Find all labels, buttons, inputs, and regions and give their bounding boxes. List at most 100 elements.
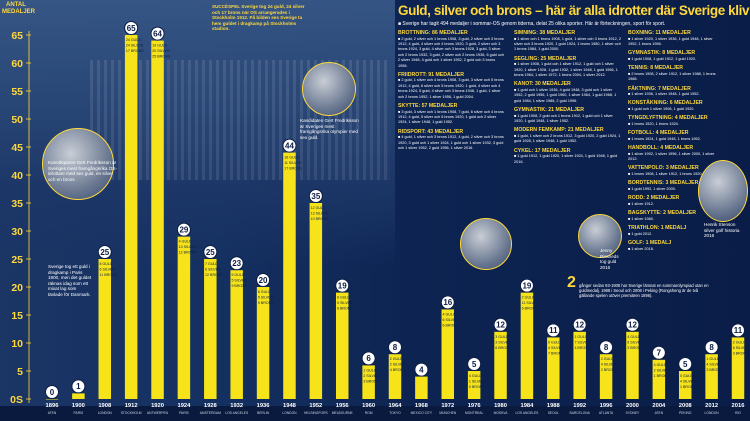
- y-tick-label: 25: [11, 254, 23, 266]
- bar-breakdown-label: 4 GULD: [443, 312, 456, 316]
- bar-value-label: 12: [496, 321, 505, 330]
- bar-breakdown-label: 5 SILVER: [337, 301, 353, 305]
- x-tick-year: 2004: [652, 403, 666, 409]
- bar-breakdown-label: 16 GULD: [284, 156, 299, 160]
- bar-breakdown-label: 17 BRONS: [284, 167, 302, 171]
- bar-breakdown-label: 4 SILVER: [548, 346, 564, 350]
- sport-list: BROTTNING: 86 MEDALJER ■ 2 guld, 2 silver…: [398, 30, 748, 280]
- sport-section: FRIIDROTT: 91 MEDALJER ■ 2 guld, 1 silver…: [398, 72, 504, 100]
- bar-value-badge: [678, 357, 693, 371]
- bar-breakdown-label: 4 BRONS: [574, 346, 590, 350]
- sport-detail: ■ 1 silver 1980.: [628, 216, 654, 221]
- bar-breakdown-label: 6 BRONS: [495, 346, 511, 350]
- x-tick-year: 1924: [177, 403, 191, 409]
- x-tick-city: ATEN: [655, 411, 664, 415]
- bar-breakdown-label: 10 BRONS: [311, 217, 329, 221]
- page-subtitle: ■ Sverige har tagit 494 medaljer i somma…: [398, 21, 666, 27]
- bar: [124, 35, 138, 399]
- sport-detail: ■ 2 guld, 1 silver och 4 brons 1908, 3 g…: [398, 78, 504, 99]
- x-tick-year: 1960: [362, 403, 375, 409]
- bar-breakdown-label: 0 GULD: [548, 340, 561, 344]
- x-tick-year: 1920: [151, 403, 164, 409]
- sport-detail: ■ 1 guld och 1 silver 1908, 1 guld 1920.: [628, 106, 695, 111]
- y-tick-label: 45: [11, 142, 23, 154]
- sport-section: KANOT: 30 MEDALJER ■ 1 guld och 1 silver …: [514, 81, 622, 104]
- bar: [388, 354, 402, 399]
- bar-value-label: 29: [179, 225, 188, 234]
- x-tick-year: 1964: [389, 403, 403, 409]
- x-tick-city: AMSTERDAM: [200, 411, 221, 415]
- bar-value-badge: [361, 351, 376, 366]
- bar-breakdown-label: 6 BRONS: [443, 323, 459, 327]
- bar-value-badge: [546, 323, 561, 338]
- x-tick-city: LONDON: [282, 411, 297, 415]
- sport-section: RIDSPORT: 43 MEDALJER ■ 4 guld, 1 silver …: [398, 129, 504, 152]
- bar-breakdown-label: 7 GULD: [205, 262, 218, 266]
- sport-column-2: SIMNING: 38 MEDALJER ■ 1 silver och 1 bro…: [514, 30, 622, 168]
- bar-breakdown-label: 9 BRONS: [231, 284, 247, 288]
- sport-section: GYMNASTIK: 21 MEDALJER ■ 1 guld 1908, 2 g…: [514, 107, 622, 124]
- bar-breakdown-label: 3 SILVER: [495, 340, 511, 344]
- bar-value-label: 11: [549, 326, 558, 335]
- bar: [731, 337, 745, 399]
- sport-heading: BAGSKYTTE: 2 MEDALJER: [628, 210, 697, 217]
- sport-detail: ■ 1 guld 1912, 1 guld 1920, 1 silver 192…: [514, 154, 618, 164]
- bar: [678, 371, 692, 399]
- y-tick-label: 5: [17, 366, 23, 378]
- sport-heading: FÄKTNING: 7 MEDALJER: [628, 85, 691, 92]
- bar-breakdown-label: 20 SILVER: [152, 49, 170, 53]
- bar-breakdown-label: 2 SILVER: [363, 374, 379, 378]
- bar-value-label: 8: [709, 343, 714, 352]
- x-tick-city: SEOUL: [548, 411, 559, 415]
- sport-detail: ■ 1 brons 1908, 1 silver 1912, 1 brons 1…: [628, 171, 703, 176]
- bar-value-badge: [704, 340, 719, 355]
- bar: [467, 371, 481, 399]
- sport-heading: SIMNING: 38 MEDALJER: [514, 30, 576, 36]
- bar-breakdown-label: 1 GULD: [706, 357, 719, 361]
- bar-breakdown-label: 4 BRONS: [390, 368, 406, 372]
- y-tick-label: 50: [11, 114, 23, 126]
- x-tick-year: 1984: [520, 403, 534, 409]
- bar: [72, 393, 85, 399]
- bar-value-badge: [176, 222, 191, 237]
- x-tick-year: 1956: [336, 403, 350, 409]
- bar-breakdown-label: 1 BRONS: [680, 385, 696, 389]
- sport-section: SEGLING: 25 MEDALJER ■ 1 silver 1908, 1 g…: [514, 56, 622, 79]
- x-tick-city: LONDON: [98, 411, 113, 415]
- bar-value-label: 6: [366, 354, 371, 363]
- bar-breakdown-label: 4 GULD: [627, 335, 640, 339]
- sport-detail: ■ 1 silver 1912.: [628, 201, 654, 206]
- bar-breakdown-label: 4 SILVER: [706, 363, 722, 367]
- x-tick-city: MELBOURNE: [332, 411, 354, 415]
- bar-breakdown-label: 7 SILVER: [574, 340, 590, 344]
- bar-breakdown-label: 12 BRONS: [205, 273, 223, 277]
- bar: [415, 376, 428, 399]
- photo-bubble-sara: [578, 214, 622, 258]
- bar-breakdown-label: 19 GULD: [152, 44, 167, 48]
- bar-value-label: 19: [522, 281, 531, 290]
- sport-section: FÄKTNING: 7 MEDALJER ■ 1 silver 1936, 1 s…: [628, 86, 718, 98]
- x-tick-city: PARIS: [74, 411, 84, 415]
- sport-detail: ■ 2 brons 1908, 2 silver 1912, 1 silver …: [628, 71, 716, 82]
- bar: [441, 309, 455, 399]
- bar-value-badge: [203, 245, 218, 259]
- bar-value-label: 35: [311, 192, 320, 201]
- sport-section: TYNGDLYFTNING: 4 MEDALJER ■ 1 brons 1920,…: [628, 115, 718, 127]
- sport-heading: VATTENPOLO: 3 MEDALJER: [628, 165, 699, 172]
- sport-detail: ■ 1 guld 1908, 2 guld och 1 brons 1912, …: [514, 113, 613, 124]
- sport-section: BROTTNING: 86 MEDALJER ■ 2 guld, 2 silver…: [398, 30, 504, 69]
- bar: [520, 292, 534, 399]
- y-tick-label: 15: [11, 310, 23, 322]
- page-title: Guld, silver och brons – här är alla idr…: [398, 3, 750, 18]
- bar-breakdown-label: 1 GULD: [574, 335, 587, 339]
- sport-heading: RODD: 2 MEDALJER: [628, 195, 680, 202]
- x-tick-city: MONTREAL: [465, 411, 483, 415]
- sport-column-3: BOXNING: 11 MEDALJER ■ 1 silver 1920, 1 s…: [628, 30, 718, 255]
- sport-section: BAGSKYTTE: 2 MEDALJER ■ 1 silver 1980.: [628, 210, 718, 222]
- x-tick-year: 1976: [468, 403, 482, 409]
- bar-value-badge: [97, 245, 112, 259]
- sport-detail: ■ 1 guld, 1 silver och 2 brons 1912, 3 g…: [514, 133, 621, 144]
- x-tick-city: HELSINGFORS: [304, 411, 328, 415]
- bar-value-badge: [308, 189, 323, 203]
